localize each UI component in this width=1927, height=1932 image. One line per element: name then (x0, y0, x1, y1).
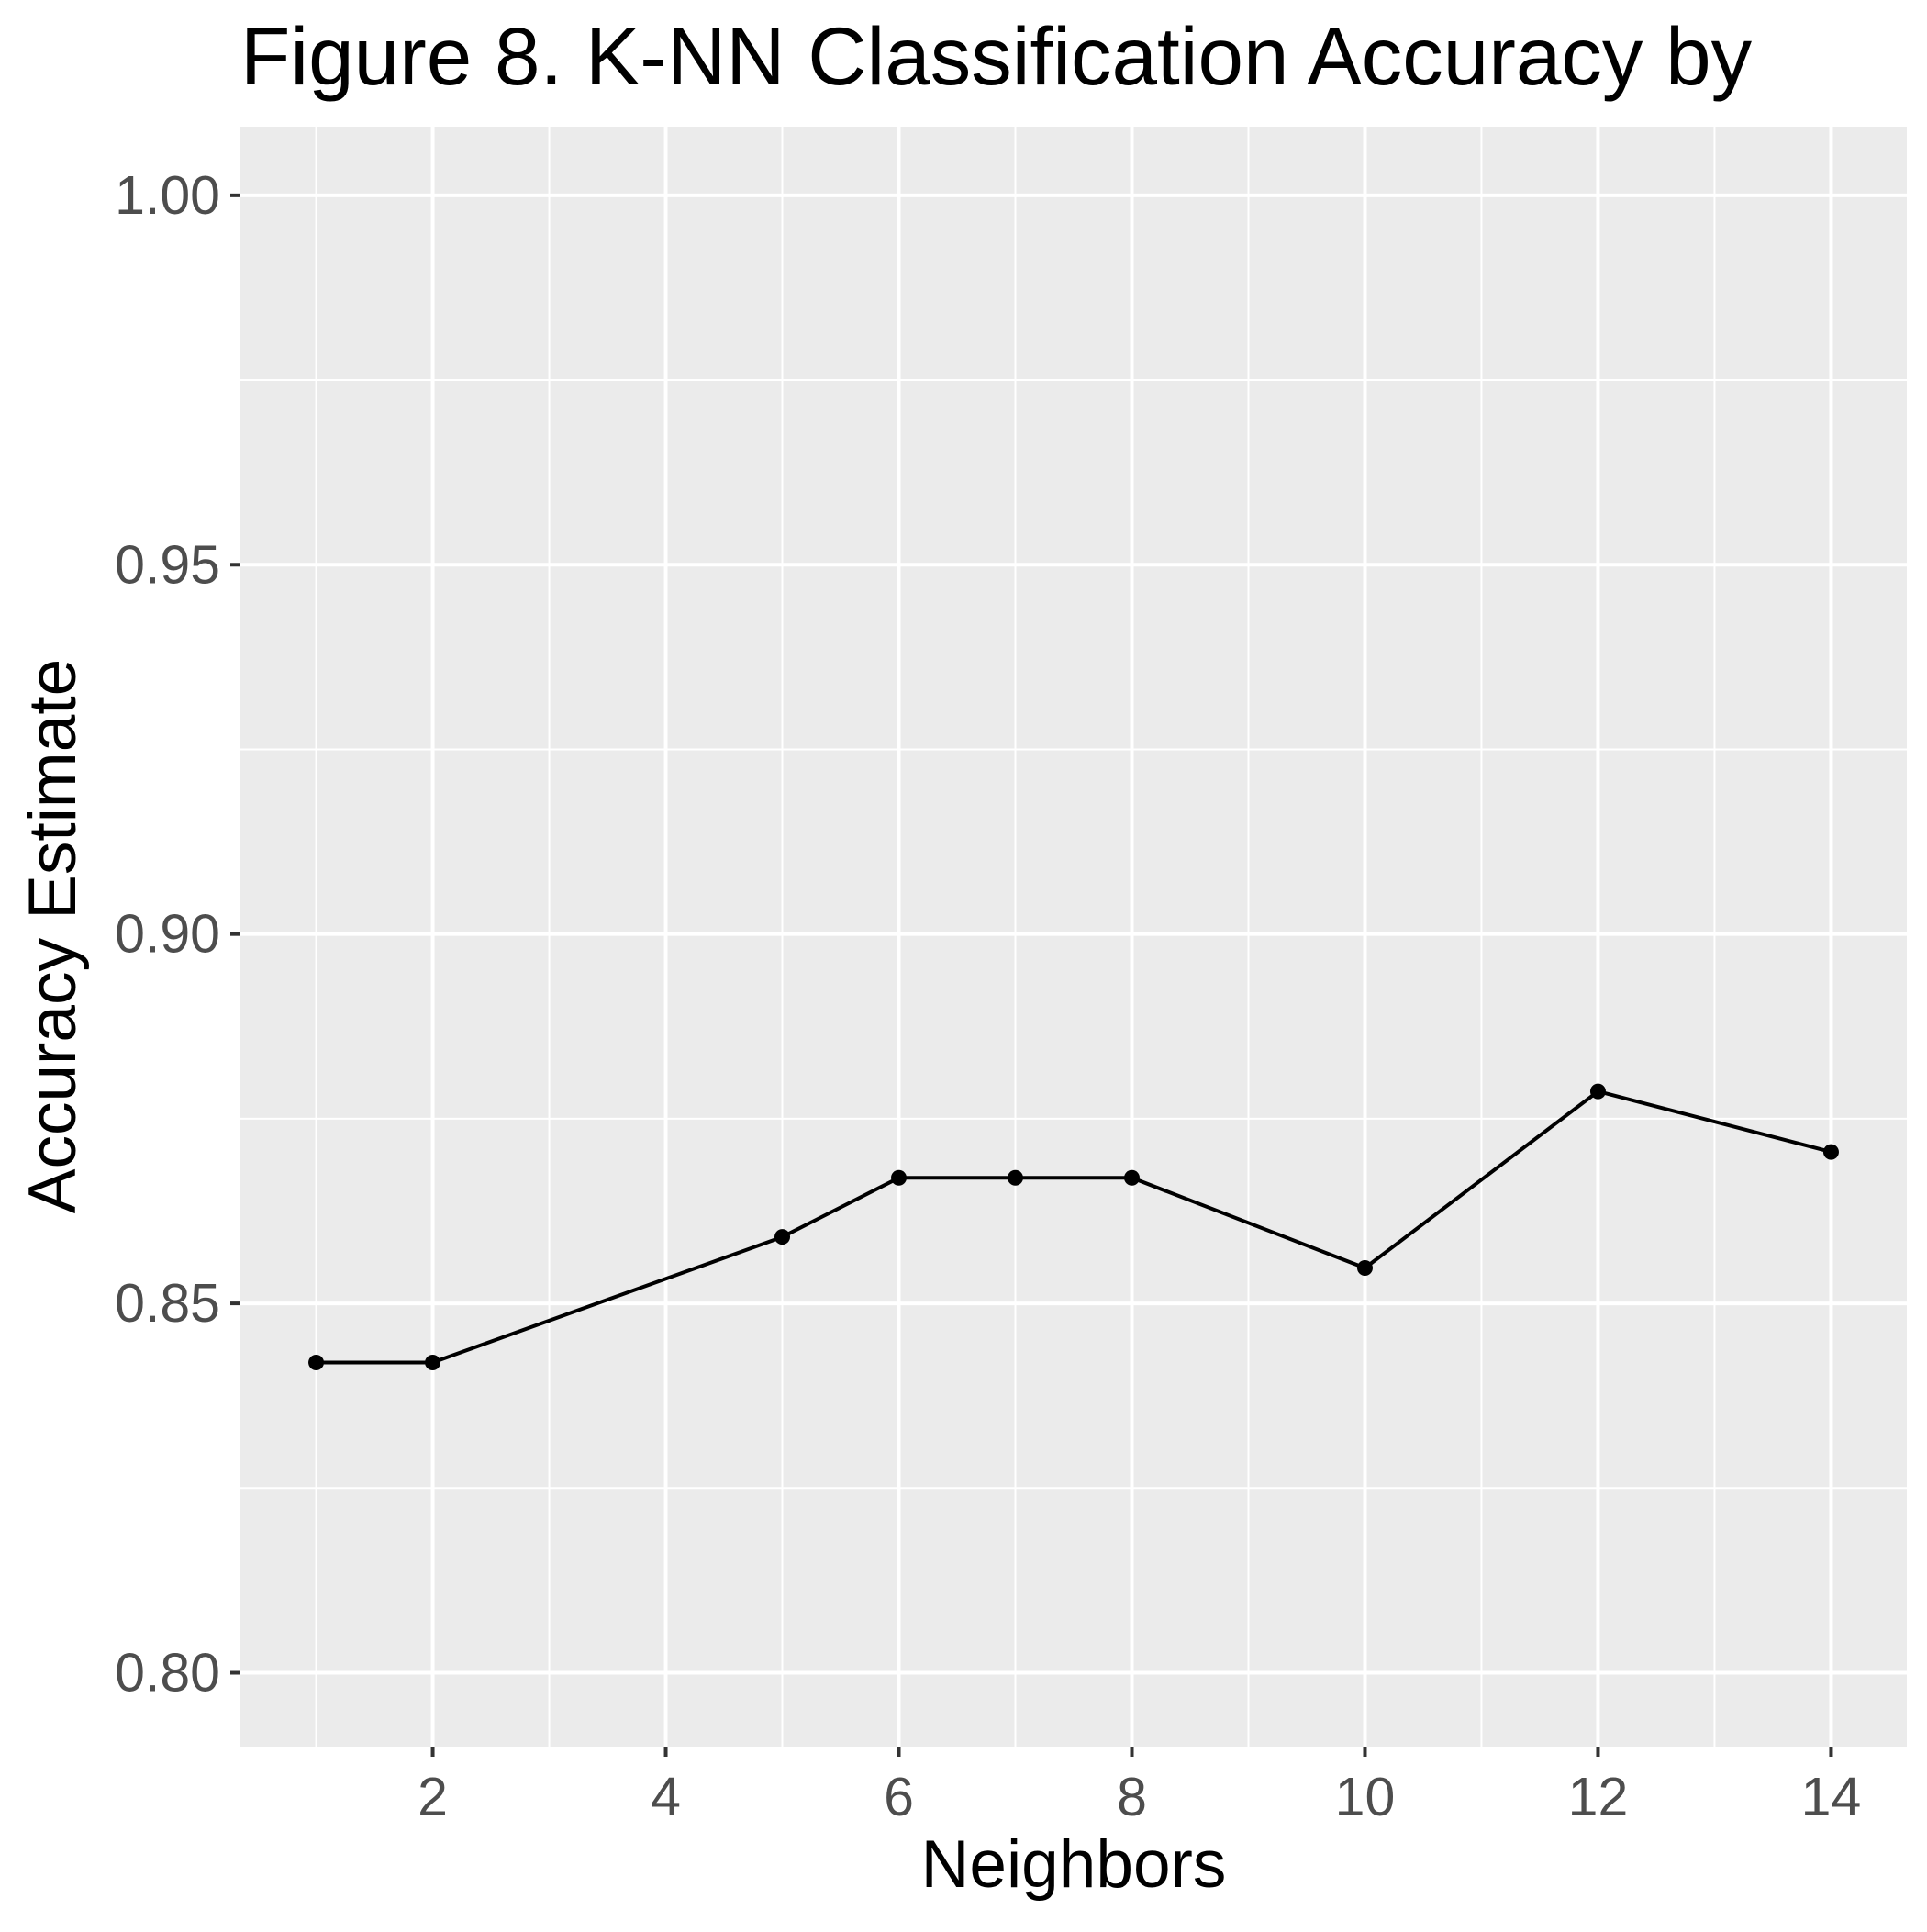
x-tick-label: 6 (884, 1767, 914, 1827)
data-point (774, 1229, 791, 1245)
data-point (1008, 1169, 1024, 1186)
x-tick-label: 12 (1568, 1767, 1629, 1827)
data-point (425, 1354, 441, 1370)
x-tick-label: 14 (1801, 1767, 1862, 1827)
y-tick-label: 0.80 (115, 1643, 220, 1703)
y-tick-label: 1.00 (115, 165, 220, 226)
data-point (1589, 1083, 1606, 1100)
data-point (891, 1169, 908, 1186)
data-point (308, 1354, 325, 1370)
x-tick-label: 8 (1117, 1767, 1147, 1827)
y-tick-label: 0.85 (115, 1273, 220, 1334)
panel-background (240, 127, 1907, 1747)
x-axis-title: Neighbors (921, 1827, 1227, 1902)
plot-panel (240, 127, 1907, 1747)
y-tick-label: 0.90 (115, 904, 220, 965)
axes: 0.80 0.85 0.90 0.95 1.00 2 4 6 8 10 12 14 (115, 165, 1861, 1827)
data-point (1356, 1259, 1373, 1276)
series-layer (308, 1083, 1839, 1370)
y-tick-label: 0.95 (115, 534, 220, 595)
x-tick-label: 10 (1335, 1767, 1396, 1827)
x-tick-label: 2 (418, 1767, 448, 1827)
minor-grid (240, 127, 1907, 1747)
x-tick-label: 4 (651, 1767, 681, 1827)
chart-title: Figure 8. K-NN Classification Accuracy b… (240, 10, 1753, 102)
y-axis-title: Accuracy Estimate (16, 659, 90, 1213)
major-grid (240, 127, 1907, 1747)
data-point (1123, 1169, 1140, 1186)
data-point (1822, 1144, 1839, 1160)
